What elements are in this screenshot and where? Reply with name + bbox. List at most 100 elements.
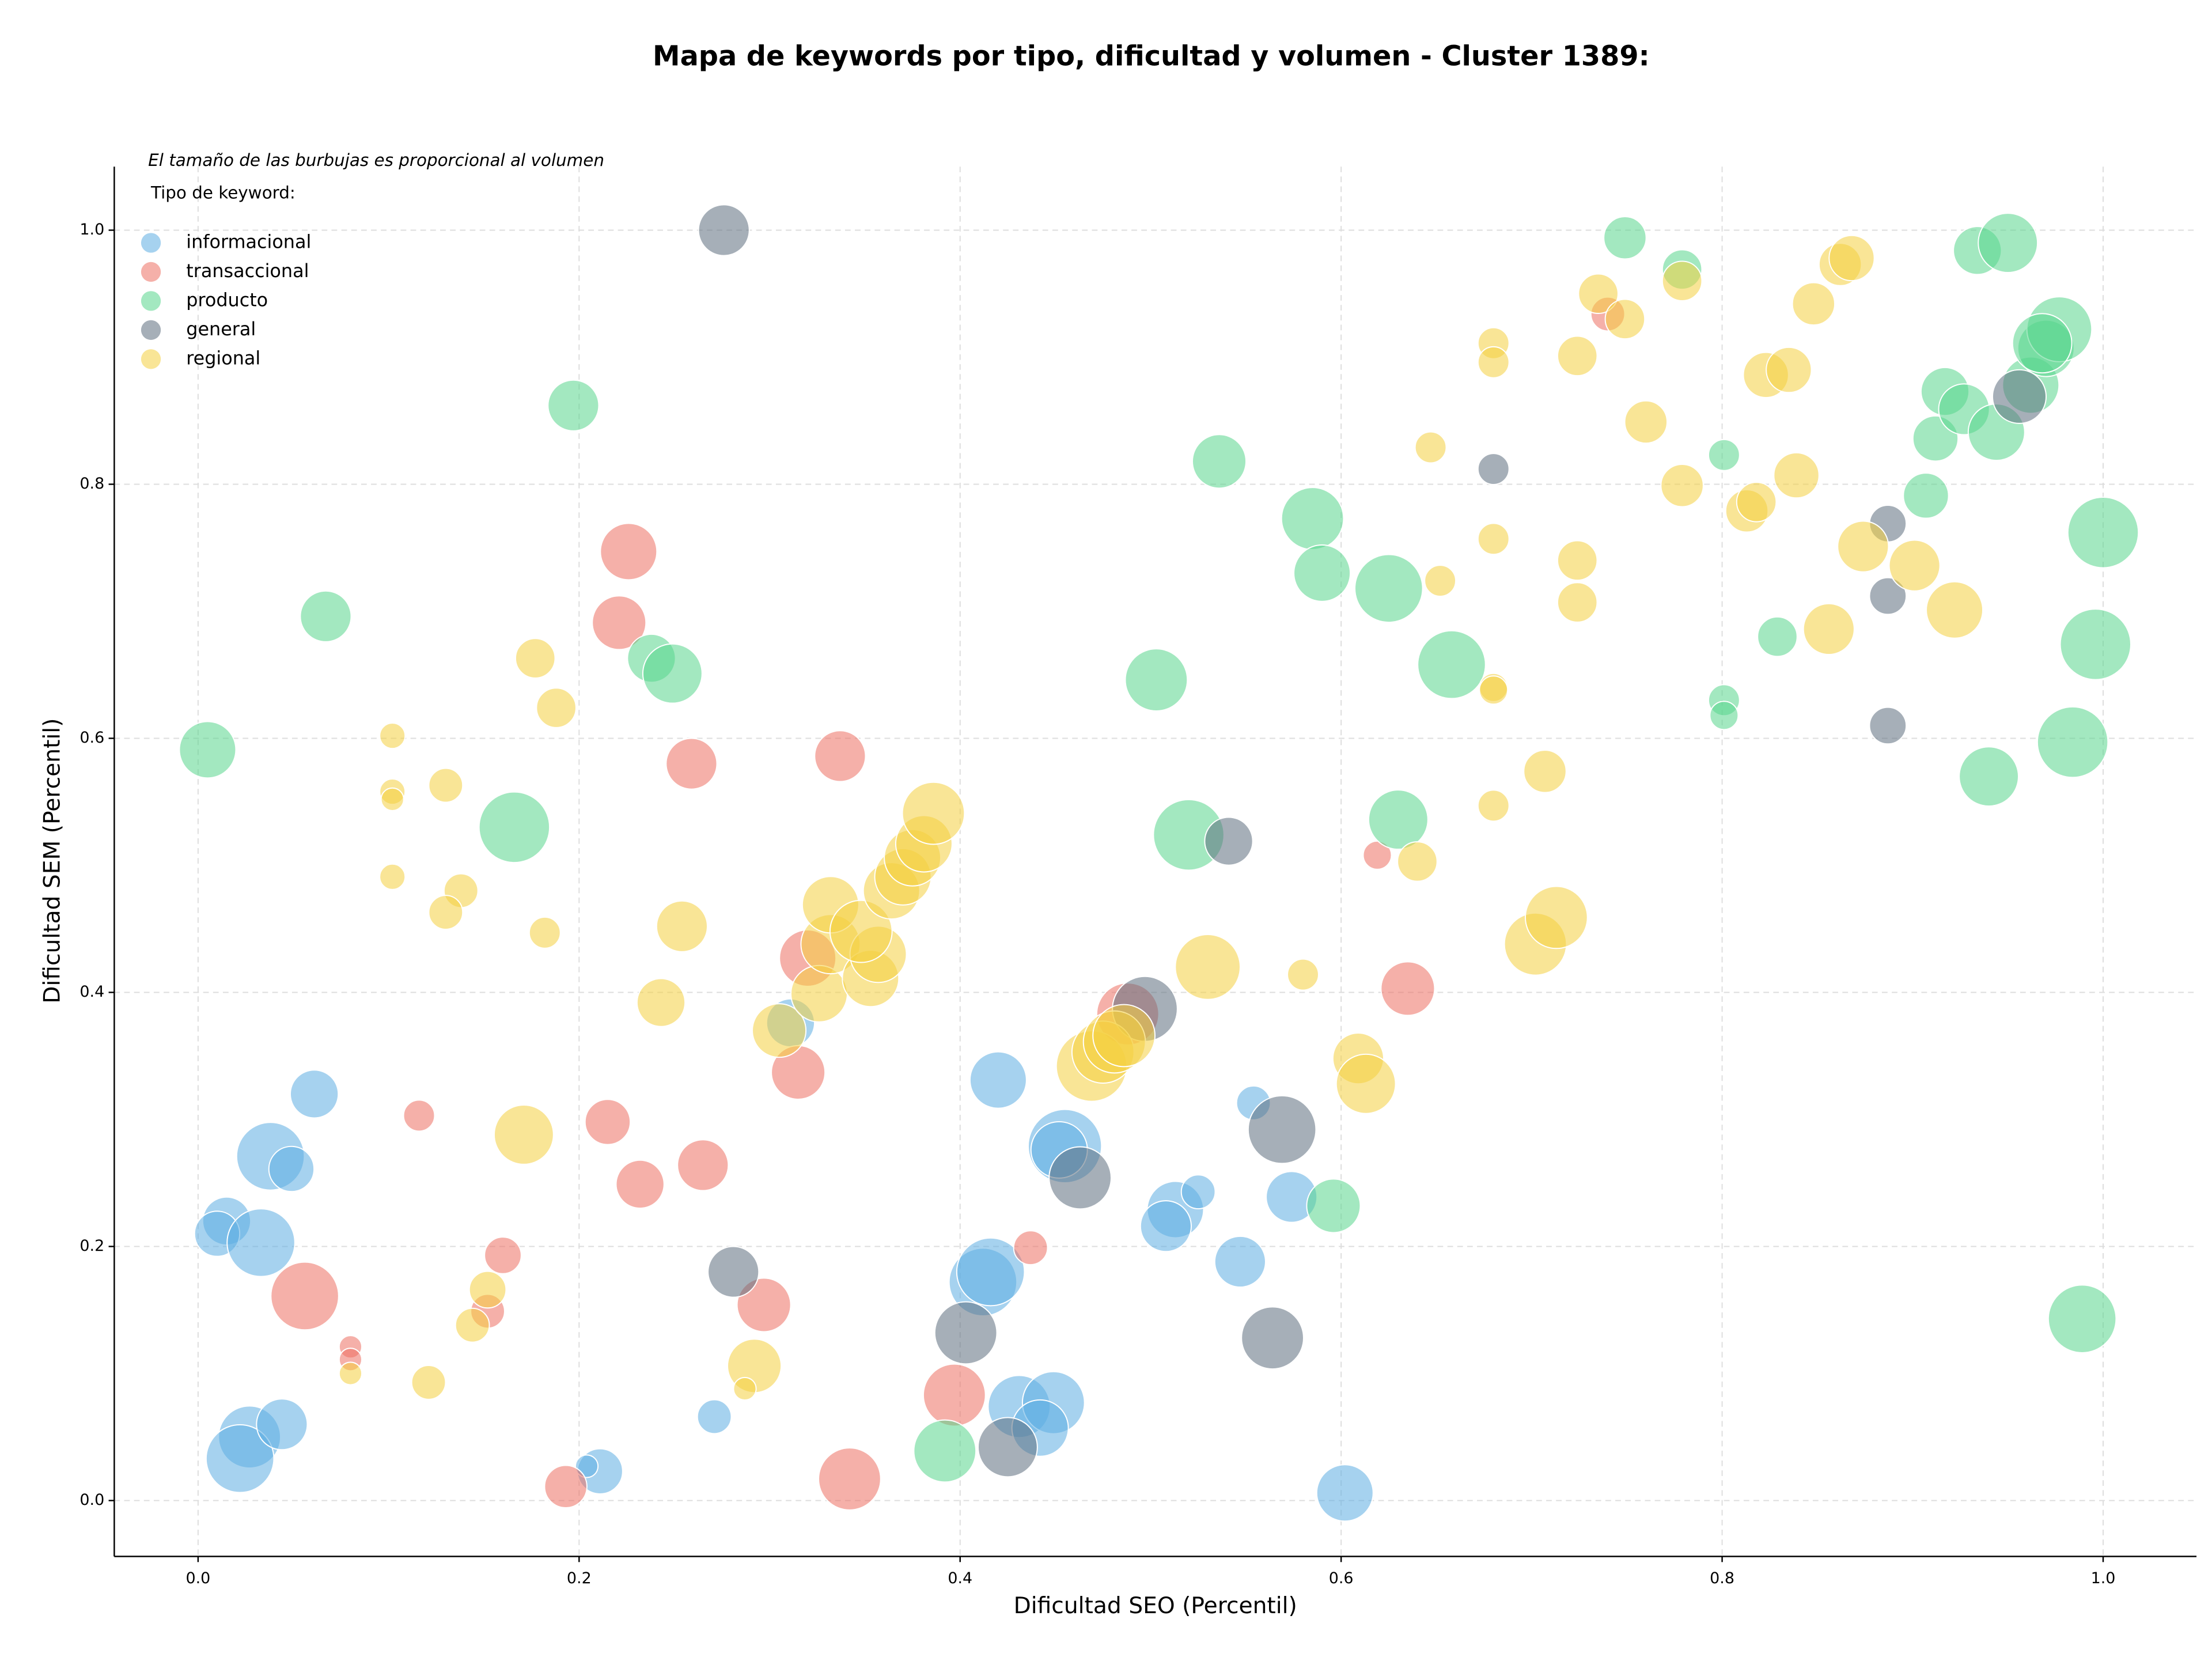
- bubble: [536, 687, 577, 728]
- bubble: [2012, 313, 2073, 374]
- bubble: [636, 978, 686, 1027]
- bubble: [1247, 1095, 1317, 1164]
- bubble: [1556, 540, 1598, 581]
- x-tick-label: 0.2: [567, 1569, 592, 1587]
- bubble: [829, 899, 893, 963]
- y-tick-label: 0.0: [79, 1491, 104, 1509]
- y-axis-label: Dificultad SEM (Percentil): [40, 718, 66, 1004]
- bubble: [268, 1145, 315, 1193]
- x-tick-label: 0.4: [948, 1569, 972, 1587]
- y-tick-label: 1.0: [79, 221, 104, 239]
- bubble: [696, 1399, 732, 1435]
- bubble: [584, 1099, 631, 1145]
- bubble: [270, 1261, 339, 1331]
- bubble: [338, 1361, 363, 1386]
- bubble: [1048, 1146, 1112, 1210]
- chart-title: Mapa de keywords por tipo, dificultad y …: [653, 41, 1650, 73]
- bubble: [1556, 582, 1598, 623]
- x-tick-label: 0.6: [1329, 1569, 1354, 1587]
- legend-label: producto: [186, 289, 268, 311]
- bubble: [1736, 482, 1777, 523]
- bubble: [1124, 648, 1188, 712]
- bubble: [615, 1159, 665, 1209]
- bubble: [478, 791, 551, 864]
- legend-label: informacional: [186, 231, 311, 253]
- legend-marker: [141, 320, 161, 340]
- bubble: [790, 964, 848, 1023]
- bubble: [1661, 260, 1703, 301]
- bubble: [752, 1003, 807, 1058]
- bubble: [1175, 934, 1241, 1000]
- bubble: [733, 1376, 757, 1401]
- bubble: [665, 737, 718, 790]
- bubble: [1757, 616, 1798, 657]
- bubble: [1556, 335, 1598, 377]
- bubble: [379, 722, 406, 750]
- bubble: [1903, 472, 1949, 519]
- y-tick-label: 0.2: [79, 1237, 104, 1255]
- bubble: [1773, 452, 1820, 499]
- bubble: [226, 1208, 296, 1277]
- bubble: [1978, 213, 2039, 273]
- legend-title: Tipo de keyword:: [150, 183, 296, 202]
- bubble: [1180, 1174, 1216, 1210]
- legend-marker: [141, 291, 161, 311]
- bubble: [1397, 841, 1438, 882]
- bubble: [1241, 1306, 1304, 1370]
- x-axis-label: Dificultad SEO (Percentil): [1014, 1593, 1297, 1619]
- bubble: [403, 1099, 435, 1132]
- bubble: [544, 1465, 588, 1508]
- bubble: [1802, 603, 1855, 655]
- bubble: [2047, 1284, 2117, 1353]
- bubble: [454, 1307, 490, 1343]
- bubble: [1926, 581, 1984, 639]
- bubble: [1477, 523, 1510, 555]
- bubble: [379, 863, 406, 890]
- bubble: [1707, 438, 1740, 471]
- bubble: [1139, 1200, 1192, 1253]
- bubble: [1479, 675, 1509, 705]
- bubble: [380, 787, 404, 811]
- bubble: [1477, 789, 1510, 822]
- bubble: [1959, 746, 2019, 807]
- x-tick-label: 1.0: [2091, 1569, 2116, 1587]
- bubble: [468, 1270, 507, 1309]
- bubble: [736, 1277, 791, 1333]
- bubble: [2067, 497, 2139, 569]
- y-tick-label: 0.6: [79, 729, 104, 747]
- legend-marker: [141, 349, 161, 369]
- bubble: [1013, 1230, 1048, 1266]
- bubble: [913, 1419, 977, 1483]
- bubble: [707, 1246, 760, 1298]
- bubble: [1380, 961, 1435, 1016]
- bubble: [1306, 1178, 1361, 1234]
- bubble: [1869, 577, 1907, 615]
- bubble: [677, 1139, 729, 1191]
- bubble: [1828, 234, 1875, 282]
- bubble: [1424, 565, 1457, 597]
- bubble: [1603, 216, 1647, 260]
- bubble: [1869, 706, 1907, 745]
- bubble: [1578, 273, 1619, 315]
- bubble: [1791, 282, 1836, 326]
- legend-label: general: [186, 318, 256, 340]
- bubble: [969, 1051, 1027, 1109]
- bubble: [1604, 298, 1646, 340]
- bubble: [814, 730, 866, 782]
- bubble: [493, 1104, 554, 1165]
- bubble: [1766, 346, 1812, 394]
- bubble: [818, 1447, 881, 1511]
- bubble: [1991, 369, 2047, 424]
- annotation: El tamaño de las burbujas es proporciona…: [148, 150, 604, 170]
- bubble: [600, 523, 658, 581]
- bubble: [1293, 544, 1351, 602]
- bubble: [934, 1301, 998, 1365]
- plot-area: [179, 204, 2139, 1522]
- bubble: [2036, 706, 2109, 778]
- bubble: [1335, 1053, 1396, 1114]
- bubble: [428, 895, 464, 930]
- bubble: [956, 1237, 1025, 1307]
- y-tick-label: 0.4: [79, 983, 104, 1001]
- y-tick-label: 0.8: [79, 475, 104, 493]
